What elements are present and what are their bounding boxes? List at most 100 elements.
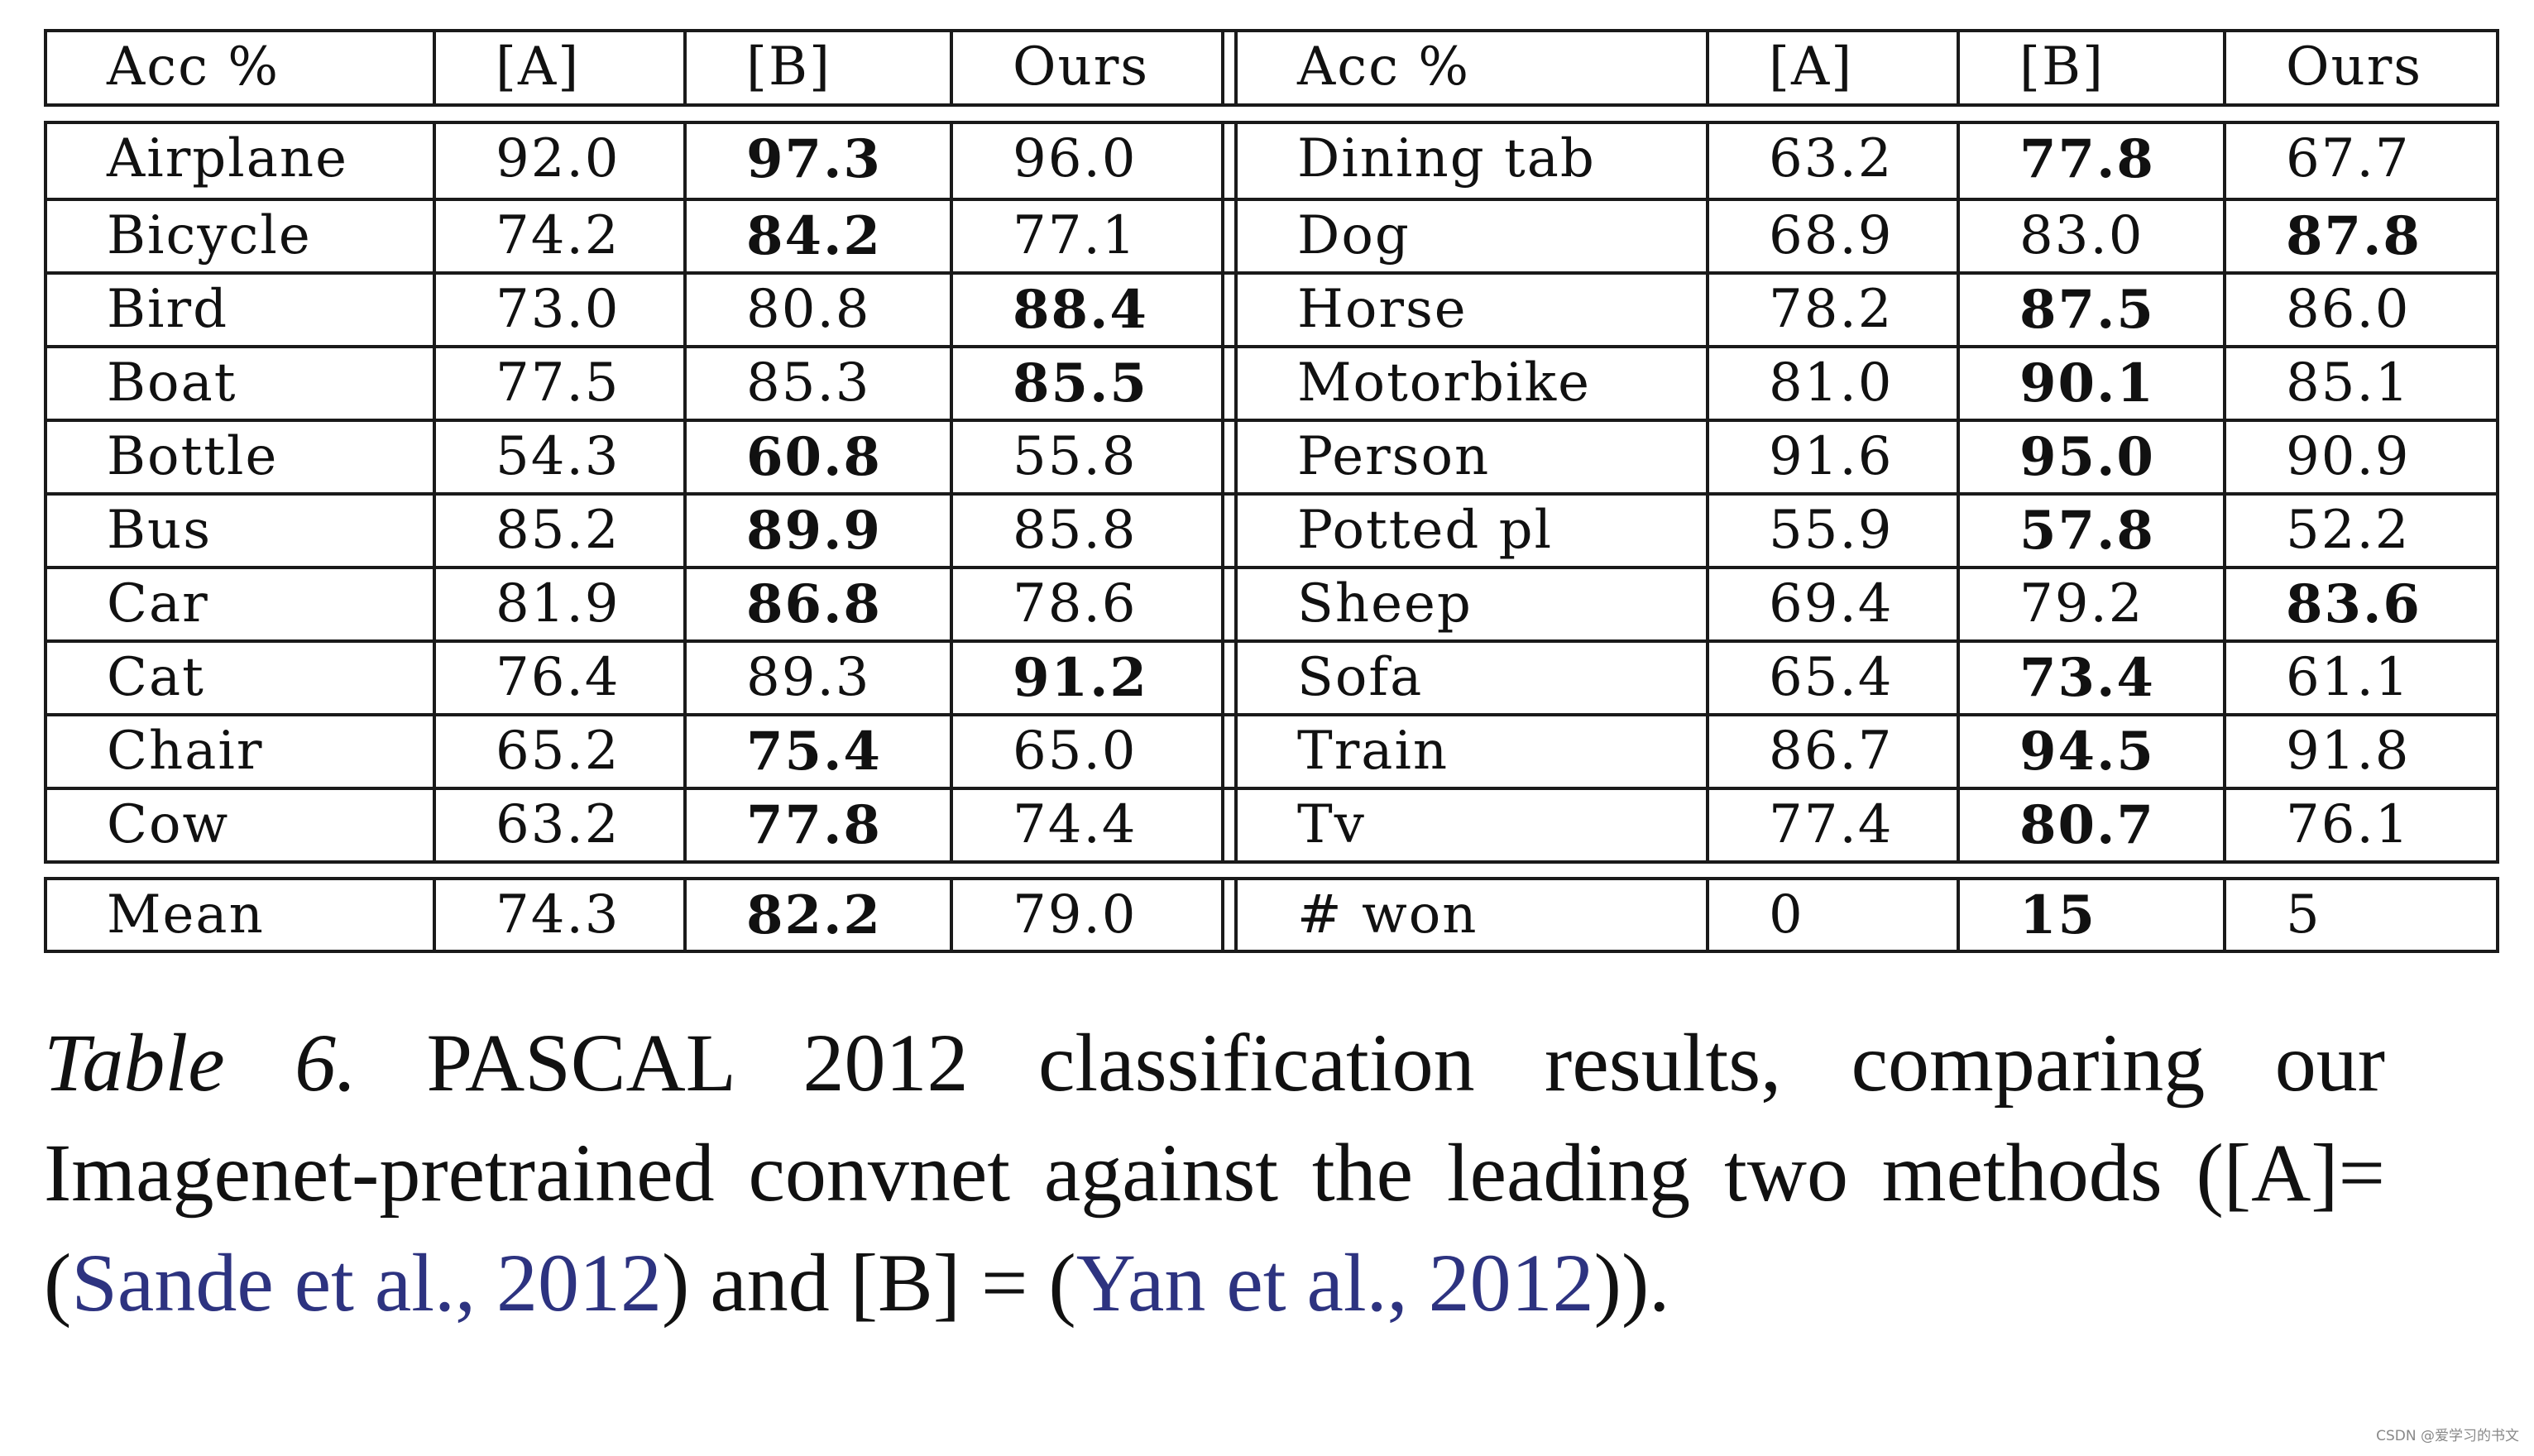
row-label: Dog xyxy=(1238,201,1709,271)
table-caption: Table 6. PASCAL 2012 classification resu… xyxy=(44,1008,2385,1338)
value-cell: 94.5 xyxy=(1960,716,2226,787)
value-cell: 95.0 xyxy=(1960,422,2226,492)
value-cell: 77.8 xyxy=(1960,124,2226,198)
double-divider xyxy=(1224,32,1238,103)
value-cell: 85.2 xyxy=(436,496,687,566)
value-cell: 86.7 xyxy=(1709,716,1960,787)
row-label: Tv xyxy=(1238,790,1709,860)
value-cell: 80.7 xyxy=(1960,790,2226,860)
value-cell: 97.3 xyxy=(687,124,953,198)
caption-text: )). xyxy=(1593,1237,1670,1329)
double-divider xyxy=(1224,496,1238,566)
table-summary: Mean 74.3 82.2 79.0 # won 0 15 5 xyxy=(44,877,2499,953)
header-cell: Ours xyxy=(2286,36,2423,98)
value-cell: 74.3 xyxy=(436,880,687,951)
double-divider xyxy=(1224,643,1238,713)
value-cell: 67.7 xyxy=(2286,128,2411,189)
table-body: Airplane 92.0 97.3 96.0 Dining tab 63.2 77.8 67… xyxy=(44,121,2499,864)
table-header: Acc % [A] [B] Ours Acc % [A] [B] Ours xyxy=(44,29,2499,107)
value-cell: 87.5 xyxy=(1960,275,2226,345)
header-cell: Acc % xyxy=(1238,32,1709,103)
value-cell: 76.1 xyxy=(2286,794,2411,855)
value-cell: 85.5 xyxy=(953,348,1224,419)
value-cell: 77.1 xyxy=(953,201,1224,271)
citation-link-sande[interactable]: Sande et al., 2012 xyxy=(71,1237,663,1329)
double-divider xyxy=(1224,880,1238,951)
citation-link-yan[interactable]: Yan et al., 2012 xyxy=(1075,1237,1594,1329)
value-cell: 91.8 xyxy=(2286,721,2411,782)
row-label: Bicycle xyxy=(47,201,436,271)
value-cell: 55.9 xyxy=(1709,496,1960,566)
row-label: Sofa xyxy=(1238,643,1709,713)
table-row: Airplane 92.0 97.3 96.0 Dining tab 63.2 77.8 67… xyxy=(47,124,2496,198)
value-cell: 79.2 xyxy=(1960,569,2226,639)
value-cell: 83.0 xyxy=(1960,201,2226,271)
value-cell: 90.1 xyxy=(1960,348,2226,419)
double-divider xyxy=(1224,124,1238,198)
value-cell: 77.5 xyxy=(436,348,687,419)
value-cell: 81.9 xyxy=(436,569,687,639)
value-cell: 84.2 xyxy=(687,201,953,271)
double-divider xyxy=(1224,422,1238,492)
value-cell: 83.6 xyxy=(2286,573,2421,635)
header-row: Acc % [A] [B] Ours Acc % [A] [B] Ours xyxy=(47,32,2496,103)
row-label: Train xyxy=(1238,716,1709,787)
value-cell: 61.1 xyxy=(2286,647,2411,708)
value-cell: 85.8 xyxy=(953,496,1224,566)
value-cell: 91.6 xyxy=(1709,422,1960,492)
table-row: Cat 76.4 89.3 91.2 Sofa 65.4 73.4 61.1 xyxy=(47,639,2496,713)
value-cell: 91.2 xyxy=(953,643,1224,713)
value-cell: 78.2 xyxy=(1709,275,1960,345)
value-cell: 81.0 xyxy=(1709,348,1960,419)
table-row: Boat 77.5 85.3 85.5 Motorbike 81.0 90.1 85.1 xyxy=(47,345,2496,419)
caption-text: PASCAL 2012 classification results, comp… xyxy=(44,1017,2386,1329)
row-label: # won xyxy=(1238,880,1709,951)
value-cell: 77.8 xyxy=(687,790,953,860)
table-row: Cow 63.2 77.8 74.4 Tv 77.4 80.7 76.1 xyxy=(47,787,2496,860)
caption-text: ) and [B] = ( xyxy=(662,1237,1076,1329)
value-cell: 60.8 xyxy=(687,422,953,492)
caption-prefix: Table 6. xyxy=(44,1017,357,1109)
header-cell: [A] xyxy=(1709,32,1960,103)
value-cell: 82.2 xyxy=(687,880,953,951)
row-label: Car xyxy=(47,569,436,639)
header-cell: [B] xyxy=(687,32,953,103)
value-cell: 74.2 xyxy=(436,201,687,271)
row-label: Bird xyxy=(47,275,436,345)
value-cell: 63.2 xyxy=(1709,124,1960,198)
value-cell: 54.3 xyxy=(436,422,687,492)
value-cell: 57.8 xyxy=(1960,496,2226,566)
table-row: Bus 85.2 89.9 85.8 Potted pl 55.9 57.8 52.2 xyxy=(47,492,2496,566)
value-cell: 52.2 xyxy=(2286,500,2411,561)
value-cell: 68.9 xyxy=(1709,201,1960,271)
value-cell: 85.1 xyxy=(2286,352,2411,414)
value-cell: 75.4 xyxy=(687,716,953,787)
header-cell: Ours xyxy=(953,32,1224,103)
value-cell: 87.8 xyxy=(2286,205,2421,267)
header-cell: Acc % xyxy=(47,32,436,103)
row-label: Boat xyxy=(47,348,436,419)
table-row: Car 81.9 86.8 78.6 Sheep 69.4 79.2 83.6 xyxy=(47,566,2496,639)
value-cell: 88.4 xyxy=(953,275,1224,345)
value-cell: 65.0 xyxy=(953,716,1224,787)
watermark: CSDN @爱学习的书文 xyxy=(2376,1428,2519,1444)
table-row: Bird 73.0 80.8 88.4 Horse 78.2 87.5 86.0 xyxy=(47,271,2496,345)
row-label: Airplane xyxy=(47,124,436,198)
double-divider xyxy=(1224,716,1238,787)
table-row: Mean 74.3 82.2 79.0 # won 0 15 5 xyxy=(47,880,2496,951)
value-cell: 5 xyxy=(2286,884,2321,946)
double-divider xyxy=(1224,790,1238,860)
double-divider xyxy=(1224,569,1238,639)
table-row: Bicycle 74.2 84.2 77.1 Dog 68.9 83.0 87.8 xyxy=(47,198,2496,271)
value-cell: 77.4 xyxy=(1709,790,1960,860)
value-cell: 74.4 xyxy=(953,790,1224,860)
row-label: Motorbike xyxy=(1238,348,1709,419)
value-cell: 86.0 xyxy=(2286,279,2411,340)
value-cell: 90.9 xyxy=(2286,426,2411,487)
value-cell: 80.8 xyxy=(687,275,953,345)
value-cell: 73.0 xyxy=(436,275,687,345)
value-cell: 79.0 xyxy=(953,880,1224,951)
double-divider xyxy=(1224,201,1238,271)
header-cell: [A] xyxy=(436,32,687,103)
header-cell: [B] xyxy=(1960,32,2226,103)
